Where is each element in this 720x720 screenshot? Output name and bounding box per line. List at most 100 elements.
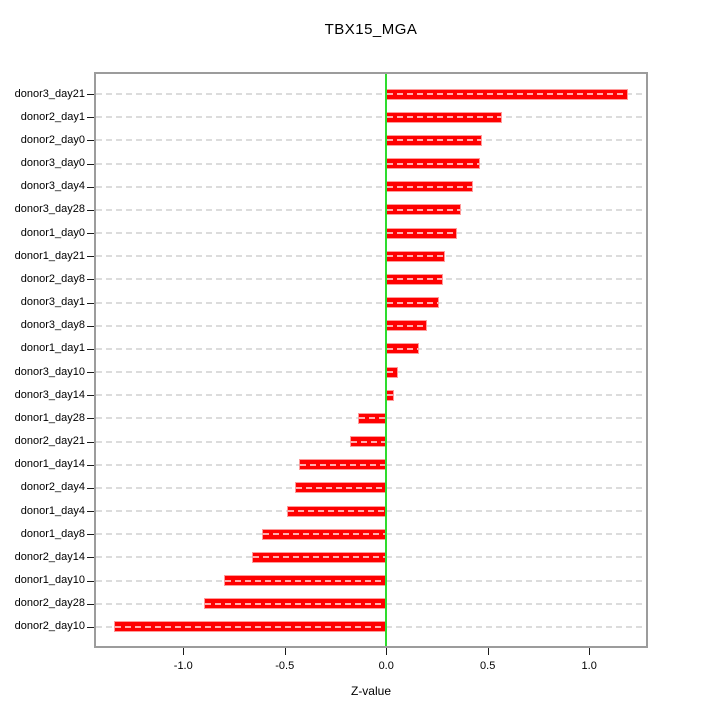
x-tick [183,648,185,655]
bar-dash-overlay [387,185,473,188]
bar-dash-overlay [387,232,457,235]
x-tick [487,648,489,655]
x-tick [284,648,286,655]
y-tick [87,94,94,95]
y-axis-label: donor1_day10 [14,574,85,587]
bar-dash-overlay [387,278,443,281]
bar-dash-overlay [387,139,481,142]
x-tick [589,648,591,655]
row-gridline [96,139,646,142]
row-gridline [96,324,646,327]
bar-dash-overlay [387,394,394,397]
x-tick-label: 1.0 [581,660,597,672]
y-tick [87,233,94,235]
y-axis-label: donor2_day21 [14,435,85,448]
y-tick [87,256,94,258]
y-tick [87,302,94,304]
y-axis-label: donor2_day8 [20,272,85,285]
y-tick [87,511,94,513]
bar-dash-overlay [387,116,501,119]
y-axis-label: donor1_day1 [20,342,85,355]
y-axis-label: donor2_day1 [20,110,85,123]
y-axis-label: donor1_day4 [20,504,85,517]
bar-dash-overlay [387,208,461,211]
x-axis-title: Z-value [350,684,391,698]
x-tick-label: 0.5 [480,660,496,672]
y-axis-label: donor3_day28 [14,203,85,216]
row-gridline [96,301,646,304]
row-gridline [96,93,646,95]
bar-dash-overlay [253,556,386,559]
y-tick [87,487,94,489]
bar-dash-overlay [387,371,398,374]
y-tick [87,140,94,142]
y-tick [87,395,94,397]
x-tick [386,648,388,655]
bar-dash-overlay [358,417,386,420]
bar-dash-overlay [387,255,445,258]
row-gridline [96,371,646,374]
y-tick [87,534,94,536]
y-axis-label: donor1_day28 [14,411,85,424]
bar-dash-overlay [263,533,386,536]
x-tick-label: -0.5 [275,660,295,672]
y-axis-label: donor3_day14 [14,388,85,401]
y-axis-label: donor2_day4 [20,481,85,494]
y-axis-label: donor2_day14 [14,550,85,563]
bar-dash-overlay [387,162,479,165]
bar-dash-overlay [299,463,386,466]
zero-reference-line [385,74,388,646]
y-axis-label: donor1_day21 [14,249,85,262]
y-tick [87,580,94,582]
row-gridline [96,278,646,281]
bar-dash-overlay [224,579,386,582]
bar-dash-overlay [387,93,627,95]
row-gridline [96,347,646,350]
row-gridline [96,255,646,258]
y-tick [87,279,94,281]
row-gridline [96,162,646,165]
y-axis-label: donor3_day21 [14,87,85,100]
y-axis-label: donor2_day10 [14,620,85,633]
y-axis-label: donor1_day8 [20,527,85,540]
bar-dash-overlay [204,602,386,605]
y-tick [87,163,94,165]
row-gridline [96,208,646,211]
x-tick-label: 0.0 [378,660,394,672]
y-axis-label: donor3_day4 [20,180,85,193]
y-tick [87,186,94,188]
y-tick [87,603,94,605]
row-gridline [96,394,646,397]
y-axis-label: donor3_day8 [20,319,85,332]
y-tick [87,464,94,466]
bar-dash-overlay [387,324,426,327]
bar-dash-overlay [387,301,438,304]
y-tick [87,418,94,420]
y-tick [87,325,94,327]
y-tick [87,117,94,119]
y-axis-label: donor1_day14 [14,458,85,471]
y-axis-label: donor1_day0 [20,226,85,239]
x-tick-label: -1.0 [173,660,193,672]
row-gridline [96,232,646,235]
y-tick [87,626,94,628]
y-tick [87,557,94,559]
y-axis-label: donor3_day10 [14,365,85,378]
row-gridline [96,116,646,119]
plot-box [94,72,648,648]
y-tick [87,209,94,211]
y-tick [87,348,94,350]
y-axis-label: donor2_day0 [20,133,85,146]
y-tick [87,441,94,443]
y-axis-label: donor3_day1 [20,296,85,309]
bar-dash-overlay [115,625,386,628]
bar-dash-overlay [287,510,386,513]
y-axis-label: donor3_day0 [20,157,85,169]
row-gridline [96,185,646,188]
y-axis-label: donor2_day28 [14,597,85,610]
y-tick [87,372,94,374]
bar-dash-overlay [387,347,418,350]
bar-dash-overlay [295,486,386,489]
chart-title: TBX15_MGA [324,21,418,38]
